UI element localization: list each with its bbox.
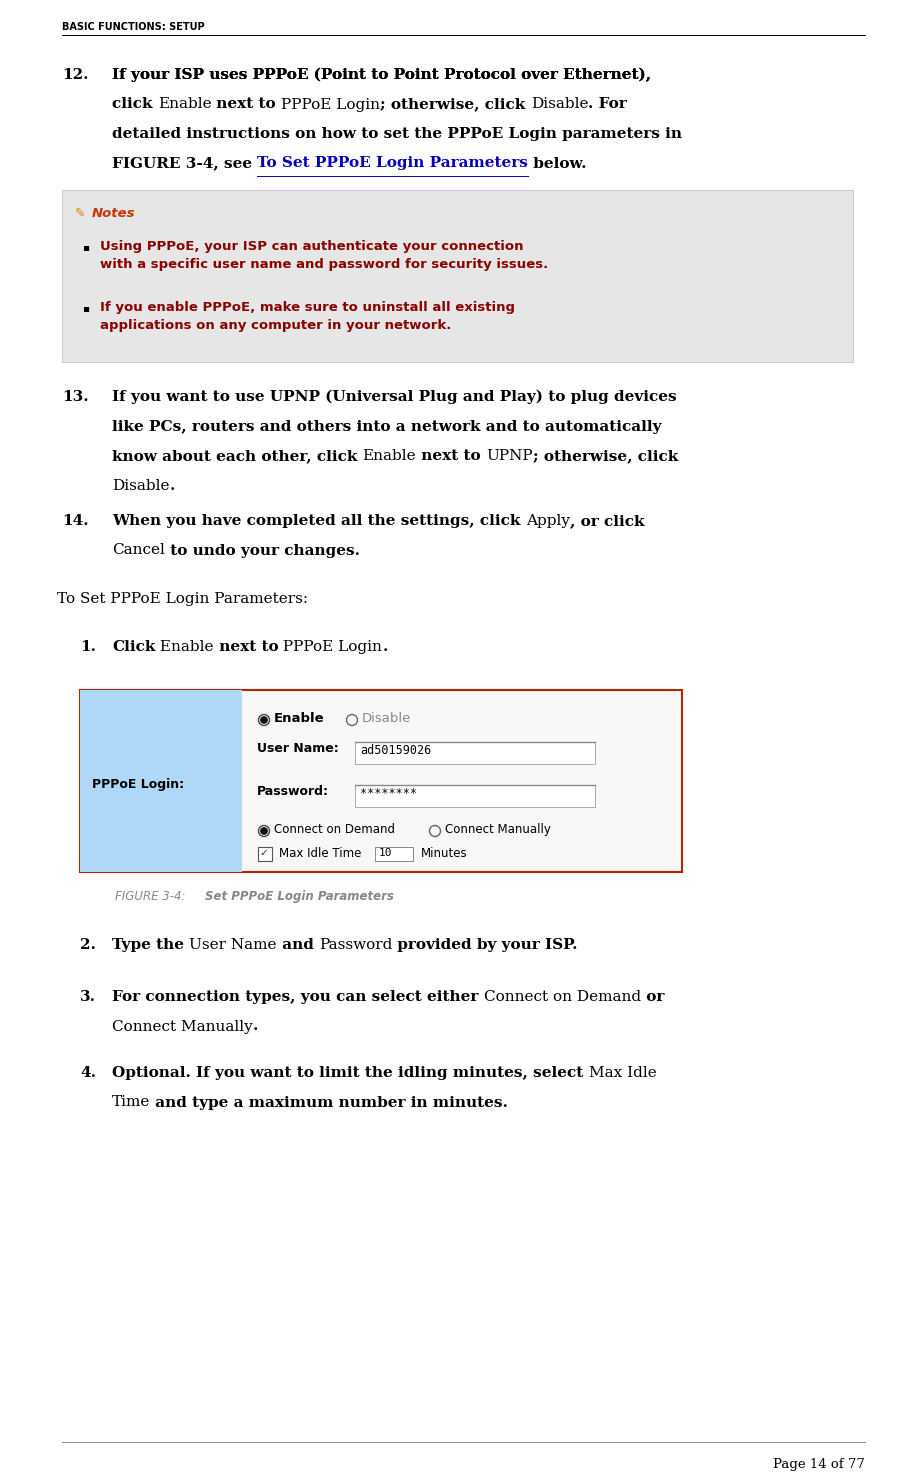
- Text: .: .: [170, 479, 175, 492]
- Text: Password:: Password:: [257, 785, 329, 797]
- Text: ✓: ✓: [259, 848, 268, 858]
- Text: 13.: 13.: [62, 390, 88, 405]
- Text: 1.: 1.: [80, 640, 96, 654]
- Text: like PCs, routers and others into a network and to automatically: like PCs, routers and others into a netw…: [112, 419, 661, 434]
- Text: Cancel: Cancel: [112, 544, 165, 557]
- Text: Connect on Demand: Connect on Demand: [483, 990, 640, 1003]
- Text: If you want to use UPNP (Universal Plug and Play) to plug devices: If you want to use UPNP (Universal Plug …: [112, 390, 676, 405]
- Text: next to: next to: [214, 640, 279, 654]
- Circle shape: [261, 828, 267, 834]
- Text: ********: ********: [360, 787, 417, 800]
- Text: Enable: Enable: [158, 98, 211, 111]
- Text: detailed instructions on how to set the PPPoE Login parameters in: detailed instructions on how to set the …: [112, 127, 682, 141]
- Text: If you enable PPPoE, make sure to uninstall all existing
applications on any com: If you enable PPPoE, make sure to uninst…: [100, 301, 515, 332]
- Text: . For: . For: [588, 98, 627, 111]
- Text: Connect Manually: Connect Manually: [112, 1020, 253, 1033]
- Text: Enable: Enable: [274, 711, 325, 725]
- Text: ✎: ✎: [75, 207, 86, 219]
- Text: next to: next to: [416, 449, 486, 462]
- Text: Set PPPoE Login Parameters: Set PPPoE Login Parameters: [205, 891, 394, 903]
- Text: Disable: Disable: [530, 98, 588, 111]
- Text: Connect on Demand: Connect on Demand: [274, 823, 395, 836]
- Text: FIGURE 3-4:: FIGURE 3-4:: [115, 891, 193, 903]
- Text: Disable: Disable: [362, 711, 411, 725]
- Text: Notes: Notes: [92, 207, 135, 219]
- Text: PPPoE Login:: PPPoE Login:: [92, 778, 184, 791]
- Circle shape: [261, 717, 267, 723]
- Text: or: or: [640, 990, 664, 1003]
- Text: Time: Time: [112, 1095, 151, 1110]
- Text: If your ISP uses PPPoE (Point to Point Protocol over Ethernet),: If your ISP uses PPPoE (Point to Point P…: [112, 68, 651, 83]
- Text: UPNP: UPNP: [486, 449, 533, 462]
- Text: User Name:: User Name:: [257, 742, 339, 754]
- Text: .: .: [253, 1020, 258, 1033]
- Text: provided by your ISP.: provided by your ISP.: [392, 938, 578, 951]
- Text: ▪: ▪: [82, 302, 89, 313]
- Text: Click: Click: [112, 640, 155, 654]
- Text: Using PPPoE, your ISP can authenticate your connection
with a specific user name: Using PPPoE, your ISP can authenticate y…: [100, 240, 548, 271]
- Text: 2.: 2.: [80, 938, 96, 951]
- Text: 12.: 12.: [62, 68, 88, 82]
- Text: Apply: Apply: [526, 514, 570, 528]
- Text: ; otherwise, click: ; otherwise, click: [533, 449, 678, 462]
- Text: Max Idle Time: Max Idle Time: [279, 848, 362, 860]
- Text: Max Idle: Max Idle: [589, 1066, 657, 1080]
- Bar: [80, 691, 682, 871]
- Text: Optional.: Optional.: [112, 1066, 196, 1080]
- Bar: [375, 848, 413, 861]
- Text: Enable: Enable: [363, 449, 416, 462]
- Text: click: click: [112, 98, 158, 111]
- Text: PPPoE Login: PPPoE Login: [279, 640, 382, 654]
- Text: to undo your changes.: to undo your changes.: [165, 544, 360, 557]
- Text: To Set PPPoE Login Parameters:: To Set PPPoE Login Parameters:: [57, 591, 308, 606]
- Text: If your ISP uses PPPoE (Point to Point Protocol over Ethernet),: If your ISP uses PPPoE (Point to Point P…: [112, 68, 651, 83]
- Text: below.: below.: [529, 157, 586, 170]
- Text: When you have completed all the settings, click: When you have completed all the settings…: [112, 514, 526, 528]
- Bar: [80, 691, 242, 871]
- Text: If you want to limit the idling minutes, select: If you want to limit the idling minutes,…: [196, 1066, 589, 1080]
- Text: ad50159026: ad50159026: [360, 744, 431, 757]
- Text: and: and: [277, 938, 319, 951]
- Text: next to: next to: [211, 98, 281, 111]
- Text: .: .: [382, 640, 388, 654]
- Text: User Name: User Name: [189, 938, 277, 951]
- Text: FIGURE 3-4, see: FIGURE 3-4, see: [112, 157, 257, 170]
- Text: 14.: 14.: [62, 514, 88, 528]
- Bar: [355, 785, 595, 808]
- Text: Type the: Type the: [112, 938, 189, 951]
- Text: 3.: 3.: [80, 990, 96, 1003]
- Text: know about each other, click: know about each other, click: [112, 449, 363, 462]
- Bar: [258, 848, 272, 861]
- Text: Disable: Disable: [112, 479, 170, 492]
- Text: and type a maximum number in minutes.: and type a maximum number in minutes.: [151, 1095, 508, 1110]
- Text: 10: 10: [379, 848, 392, 858]
- Bar: [355, 742, 595, 765]
- Text: Page 14 of 77: Page 14 of 77: [773, 1458, 865, 1472]
- Text: Minutes: Minutes: [421, 848, 467, 860]
- Text: , or click: , or click: [570, 514, 644, 528]
- Text: For connection types, you can select either: For connection types, you can select eit…: [112, 990, 483, 1003]
- Text: Password: Password: [319, 938, 392, 951]
- Bar: [62, 190, 853, 362]
- Text: To Set PPPoE Login Parameters: To Set PPPoE Login Parameters: [257, 157, 529, 170]
- Text: Connect Manually: Connect Manually: [445, 823, 551, 836]
- Text: Enable: Enable: [155, 640, 214, 654]
- Text: ; otherwise, click: ; otherwise, click: [381, 98, 530, 111]
- Text: 4.: 4.: [80, 1066, 96, 1080]
- Text: PPPoE Login: PPPoE Login: [281, 98, 381, 111]
- Text: ▪: ▪: [82, 242, 89, 252]
- Text: BASIC FUNCTIONS: SETUP: BASIC FUNCTIONS: SETUP: [62, 22, 205, 33]
